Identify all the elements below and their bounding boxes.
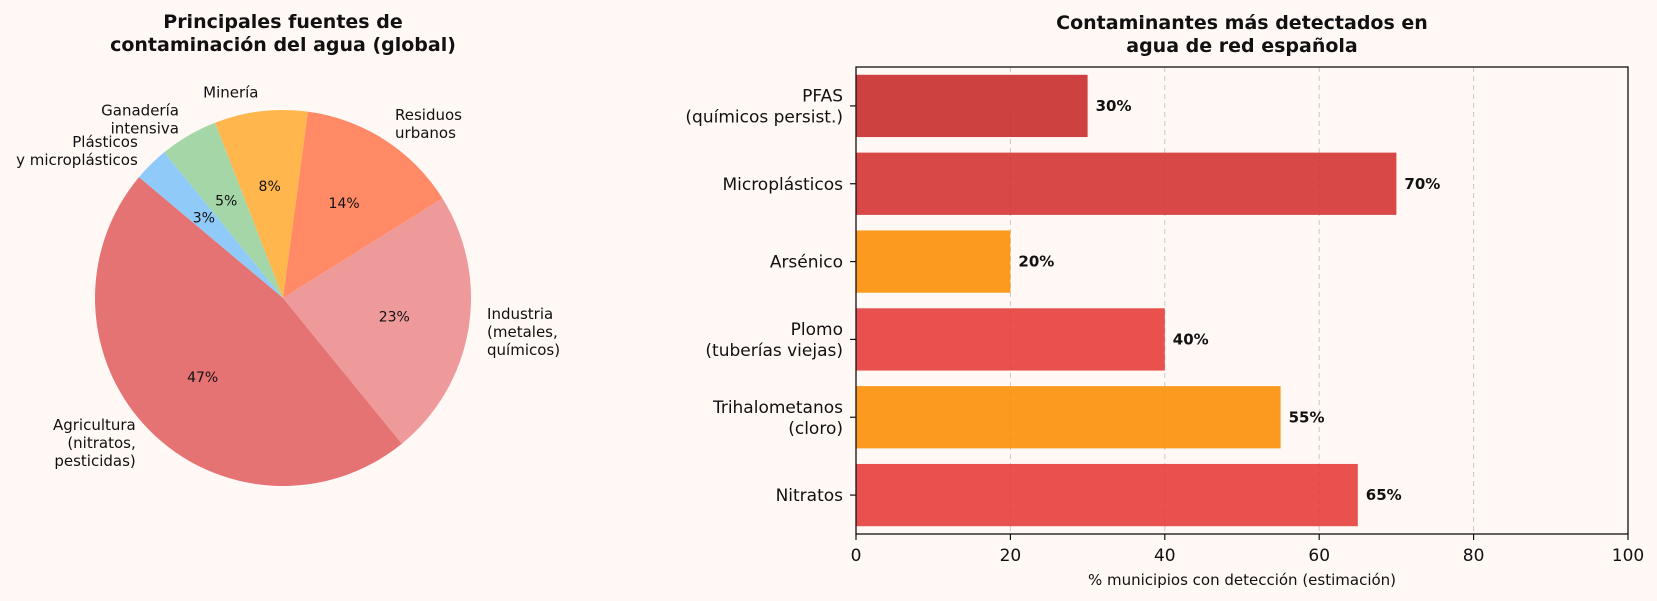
y-tick-label-line: PFAS: [802, 86, 843, 106]
pie-percent-label: 8%: [259, 179, 281, 195]
pie-title-line-2: contaminación del agua (global): [110, 34, 456, 56]
pie-slice-label-line: Plásticos: [72, 133, 138, 151]
pie-slice-label-line: Industria: [487, 305, 553, 323]
pie-slice-label-line: (metales,: [487, 323, 558, 341]
pie-slice-label: Minería: [203, 84, 258, 102]
y-tick-label-line: Arsénico: [770, 253, 843, 273]
pie-slice: [94, 177, 402, 487]
pie-slice: [138, 152, 283, 298]
pie-title-line-1: Principales fuentes de: [163, 11, 402, 33]
x-tick-label: 0: [851, 546, 862, 566]
x-tick-label: 80: [1463, 546, 1485, 566]
x-tick-label: 100: [1612, 546, 1644, 566]
y-tick-label-line: (cloro): [788, 419, 843, 439]
pie-slice-label-line: químicos): [487, 341, 560, 359]
pie-slice-label-line: pesticidas): [54, 452, 135, 470]
y-tick-label: Trihalometanos (cloro): [712, 398, 843, 439]
x-tick-label: 20: [1000, 546, 1022, 566]
bar-x-axis-label: % municipios con detección (estimación): [1088, 571, 1396, 589]
pie-slice-label: Residuos urbanos: [395, 106, 462, 142]
pie-slice: [283, 111, 443, 298]
y-tick-label: PFAS (químicos persist.): [685, 86, 843, 127]
y-tick-label: Plomo (tuberías viejas): [705, 320, 843, 361]
pie-slice-label: Industria (metales, químicos): [487, 305, 560, 359]
plot-frame: [855, 66, 1629, 535]
pie-slice-label-line: Agricultura: [53, 416, 136, 434]
pie-slice-label: Plásticos y microplásticos: [16, 133, 138, 169]
bar-value-label: 65%: [1366, 486, 1402, 504]
pie-slice-label-line: Minería: [203, 84, 258, 102]
pie-slice-label-line: Residuos: [395, 106, 462, 124]
bar-value-label: 40%: [1173, 330, 1209, 348]
bar-value-label: 55%: [1289, 408, 1325, 426]
bar-value-label: 20%: [1018, 253, 1054, 271]
bar-bars: 65% 55% 40% 20% 70% 30%: [856, 74, 1440, 527]
pie-slice-label-line: urbanos: [395, 124, 456, 142]
bar-title-line-2: agua de red española: [1126, 35, 1358, 57]
pie-chart-panel: Principales fuentes de contaminación del…: [16, 11, 560, 487]
pie-slice-label: Ganadería intensiva: [101, 101, 179, 137]
y-tick-label: Nitratos: [776, 486, 844, 506]
y-tick-label: Microplásticos: [722, 175, 843, 195]
pie-percent-label: 47%: [187, 370, 218, 386]
pie-percent-label: 5%: [215, 194, 237, 210]
y-tick-label-line: Plomo: [791, 320, 843, 340]
bar-value-label: 30%: [1096, 97, 1132, 115]
bar-value-label: 70%: [1404, 175, 1440, 193]
bar: [856, 308, 1165, 371]
pie-labels: 47% Agricultura (nitratos, pesticidas) 23% In…: [16, 84, 560, 471]
y-tick-label-line: Microplásticos: [722, 175, 843, 195]
pie-slice-label-line: intensiva: [111, 119, 179, 137]
y-tick-label-line: Nitratos: [776, 486, 844, 506]
y-tick-label-line: (químicos persist.): [685, 107, 843, 127]
bar: [856, 74, 1088, 138]
y-tick-label-line: Trihalometanos: [712, 398, 843, 418]
bar: [856, 152, 1397, 215]
pie-percent-label: 3%: [193, 211, 215, 227]
bar-gridlines: [1009, 67, 1475, 534]
bar-title-line-1: Contaminantes más detectados en: [1056, 12, 1428, 34]
pie-slice: [283, 198, 471, 444]
pie-slice-label: Agricultura (nitratos, pesticidas): [53, 416, 136, 470]
bar-chart-panel: Contaminantes más detectados en agua de …: [685, 12, 1644, 589]
pie-slice-label-line: y microplásticos: [16, 151, 138, 169]
pie-slice: [215, 110, 308, 299]
bar: [856, 463, 1358, 527]
pie-slice: [164, 122, 283, 299]
pie-slices: [94, 110, 471, 487]
x-tick-label: 60: [1308, 546, 1330, 566]
pie-percent-label: 23%: [379, 309, 410, 325]
pie-percent-label: 14%: [329, 196, 360, 212]
pie-slice-label-line: (nitratos,: [67, 434, 135, 452]
bar: [856, 230, 1011, 293]
bar-axes: 0 20 40 60 80 100 Nitratos Trihalometanos (cloro…: [685, 66, 1644, 566]
x-tick-label: 40: [1154, 546, 1176, 566]
y-tick-label: Arsénico: [770, 253, 843, 273]
pie-slice-label-line: Ganadería: [101, 101, 179, 119]
y-tick-label-line: (tuberías viejas): [705, 341, 843, 361]
bar: [856, 386, 1281, 449]
